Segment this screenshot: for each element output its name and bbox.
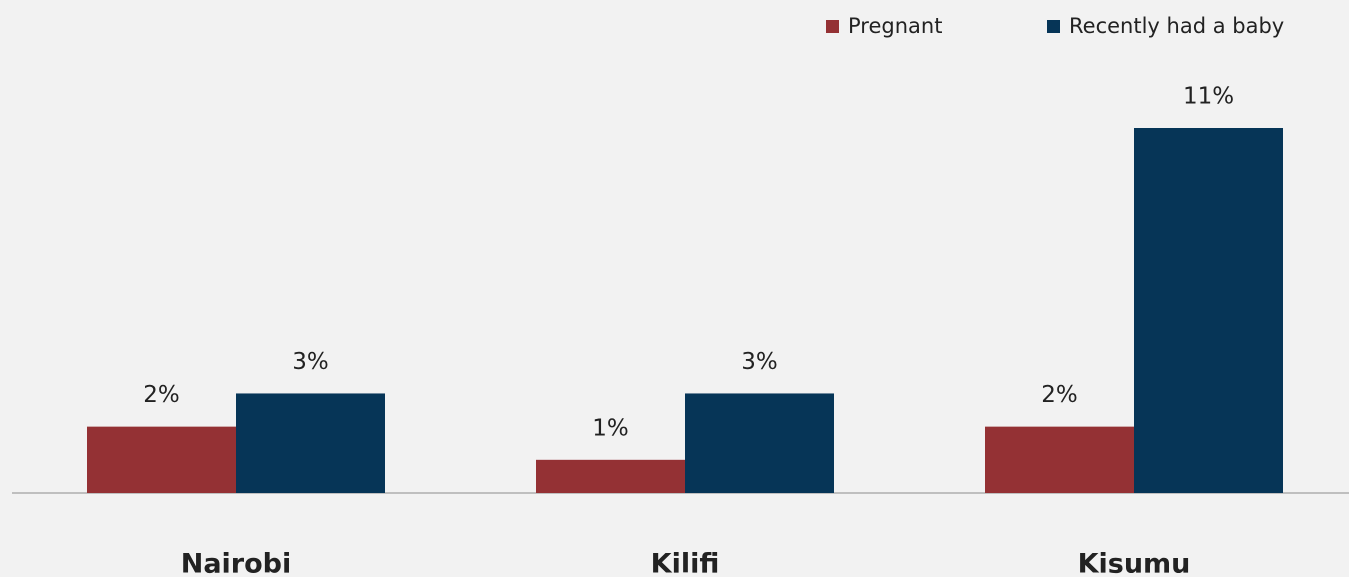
bar bbox=[985, 426, 1134, 493]
data-label: 3% bbox=[292, 349, 329, 375]
bar bbox=[536, 459, 685, 493]
bar bbox=[236, 393, 385, 493]
x-tick-label: Kilifi bbox=[651, 549, 720, 577]
data-label: 2% bbox=[1041, 382, 1078, 408]
legend-label: Recently had a baby bbox=[1069, 14, 1284, 38]
bar bbox=[87, 426, 236, 493]
bar bbox=[685, 393, 834, 493]
data-label: 11% bbox=[1183, 84, 1234, 110]
data-label: 1% bbox=[592, 415, 629, 441]
data-label: 2% bbox=[143, 382, 180, 408]
data-label: 3% bbox=[741, 349, 778, 375]
x-tick-label: Nairobi bbox=[181, 549, 292, 577]
bar bbox=[1134, 128, 1283, 493]
x-tick-label: Kisumu bbox=[1078, 549, 1191, 577]
legend-swatch bbox=[826, 20, 839, 33]
legend-label: Pregnant bbox=[848, 14, 942, 38]
legend-swatch bbox=[1047, 20, 1060, 33]
